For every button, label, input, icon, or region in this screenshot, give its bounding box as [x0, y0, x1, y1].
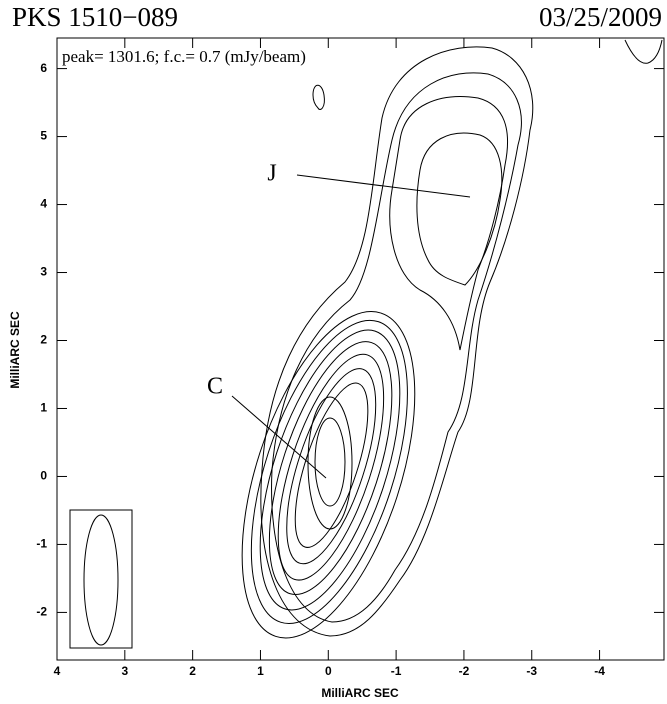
y-tick-label: 1: [40, 401, 47, 415]
y-tick-label: 0: [40, 469, 47, 483]
x-tick-label: -1: [391, 664, 402, 678]
x-tick-label: 1: [257, 664, 264, 678]
y-tick-label: 2: [40, 333, 47, 347]
plot-frame: [56, 37, 665, 661]
label-line: [231, 395, 327, 479]
x-axis-label: MilliARC SEC: [321, 686, 399, 700]
contours: [241, 39, 663, 639]
x-tick-label: -2: [459, 664, 470, 678]
y-tick-label: 5: [40, 129, 47, 143]
date: 03/25/2009: [539, 2, 662, 32]
y-axis-label: MilliARC SEC: [8, 311, 22, 389]
annotation: J: [267, 161, 276, 187]
x-tick-label: -4: [594, 664, 605, 678]
annotation: C: [207, 374, 223, 400]
chart-title: PKS 1510−089: [12, 2, 178, 32]
x-tick-label: 4: [54, 664, 61, 678]
x-tick-label: 2: [189, 664, 196, 678]
beam-box: [69, 509, 133, 649]
y-tick-label: 3: [40, 265, 47, 279]
label-line: [296, 174, 471, 198]
y-tick-label: 4: [40, 197, 47, 211]
x-tick-label: 0: [325, 664, 332, 678]
x-tick-label: -3: [526, 664, 537, 678]
y-tick-label: 6: [40, 61, 47, 75]
y-tick-label: -1: [36, 537, 47, 551]
subtitle: peak= 1301.6; f.c.= 0.7 (mJy/beam): [62, 47, 306, 66]
beam: [83, 514, 119, 646]
x-tick-label: 3: [121, 664, 128, 678]
y-tick-label: -2: [36, 605, 47, 619]
